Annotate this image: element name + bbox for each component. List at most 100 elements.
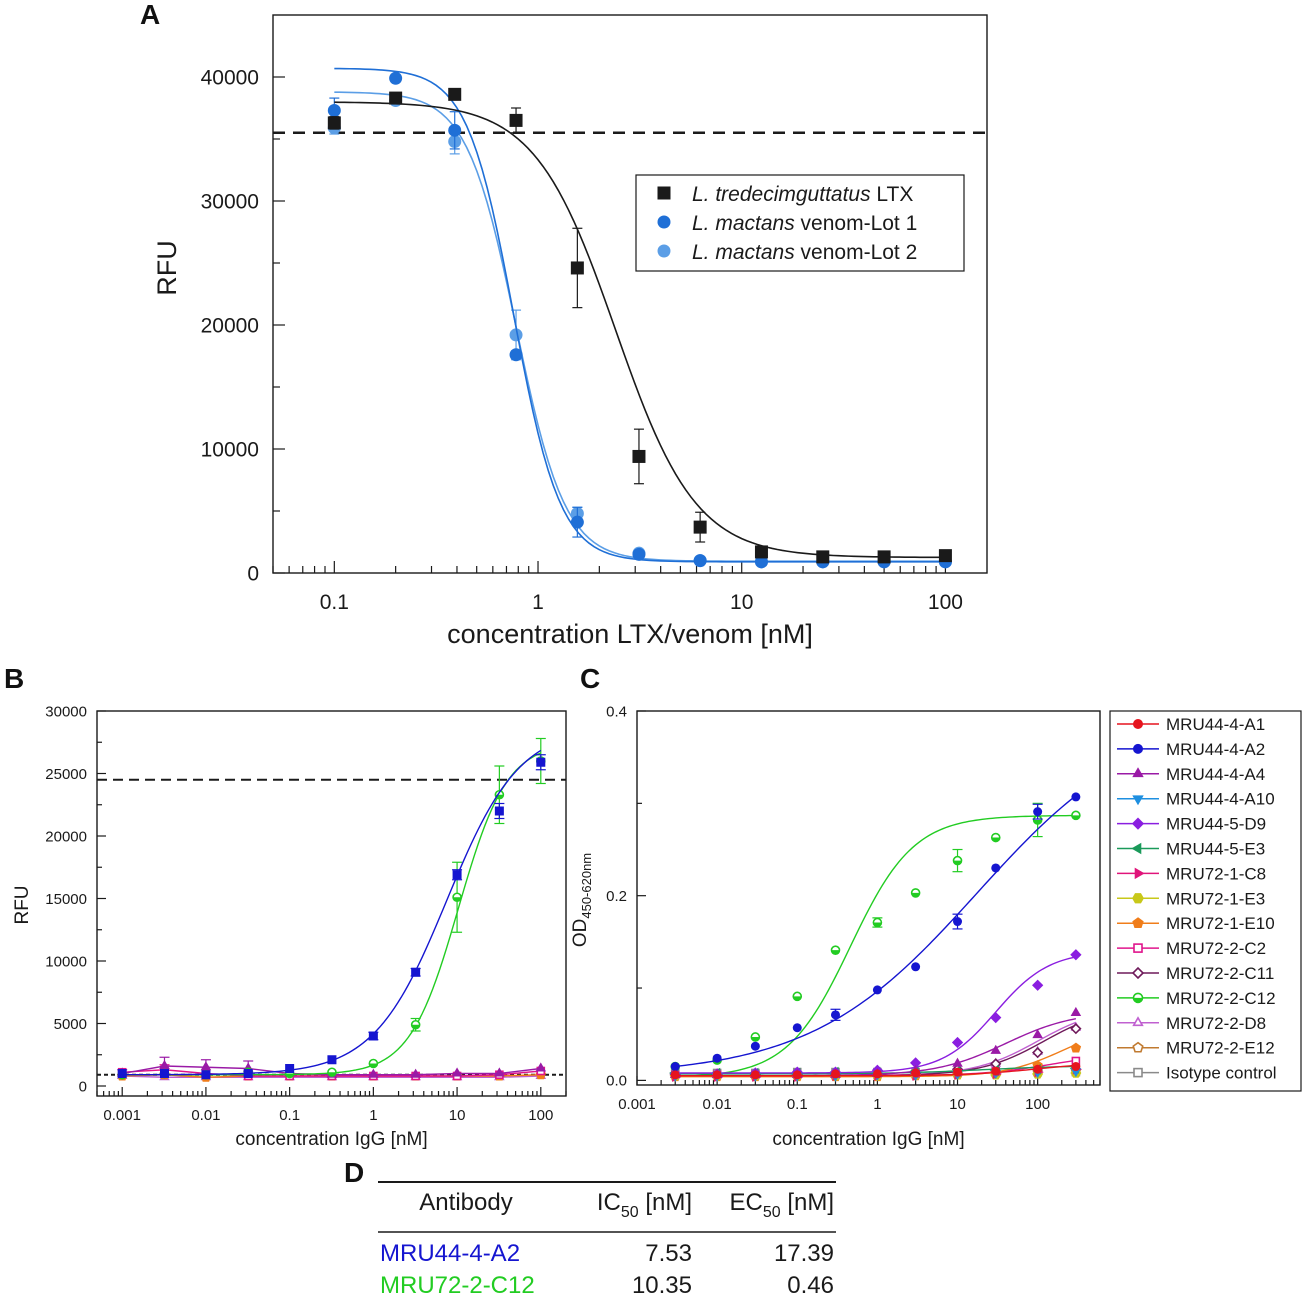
data-point-shape — [389, 71, 403, 85]
legend-marker-shape — [1133, 943, 1143, 953]
data-point — [670, 1070, 680, 1080]
x-tick-label: 100 — [528, 1107, 553, 1124]
fit-curve — [122, 749, 542, 1076]
data-point-shape — [536, 757, 546, 767]
legend-marker — [1132, 795, 1144, 806]
legend-marker — [657, 186, 671, 200]
legend-label: MRU72-1-C8 — [1166, 864, 1266, 883]
data-point — [911, 1068, 921, 1078]
data-point-fill — [411, 1024, 420, 1029]
data-point-shape — [953, 917, 963, 927]
data-point — [1071, 792, 1081, 802]
y-tick-label: 10000 — [45, 953, 87, 970]
data-point — [877, 550, 891, 564]
fit-curve — [334, 91, 946, 563]
data-point — [1032, 1029, 1043, 1039]
data-point — [872, 985, 882, 995]
data-point-shape — [159, 1069, 169, 1078]
legend-label: MRU72-2-C12 — [1166, 989, 1276, 1008]
data-point-shape — [632, 449, 646, 463]
x-tick-label: 0.1 — [787, 1096, 808, 1113]
legend-label: L. mactans venom-Lot 2 — [692, 241, 917, 264]
legend-label-rest: LTX — [871, 183, 914, 206]
data-point-fill — [369, 1063, 378, 1068]
data-point-shape — [410, 1068, 421, 1078]
legend-marker — [1133, 943, 1143, 953]
legend-label: MRU72-2-C11 — [1166, 964, 1274, 983]
data-point — [693, 520, 707, 534]
panel-b-chart: 0.001 0.01 0.1 1 10 100 0 5000 10000 15000 20000 25… — [12, 703, 567, 1150]
data-point-shape — [1070, 1006, 1082, 1017]
data-point — [285, 1064, 295, 1073]
series-mru44-4-a1 — [670, 1062, 1081, 1080]
legend-label: L. tredecimguttatus LTX — [692, 183, 913, 206]
data-point-shape — [951, 1036, 964, 1049]
legend-marker-shape — [1133, 719, 1143, 729]
fit-curve — [675, 814, 1076, 1078]
legend-marker-shape — [1132, 1016, 1144, 1027]
legend-marker-shape — [1133, 1067, 1143, 1078]
data-point-shape — [448, 87, 462, 101]
data-point — [243, 1069, 253, 1078]
data-point — [792, 1023, 802, 1033]
data-point — [1070, 949, 1082, 961]
data-point — [1070, 1006, 1082, 1017]
legend-marker — [1132, 1041, 1144, 1053]
data-point-shape — [200, 1061, 212, 1071]
data-point-shape — [911, 962, 921, 972]
table-row-2-ec50: 0.46 — [787, 1272, 834, 1299]
x-tick-label: 1 — [532, 591, 544, 614]
legend-label: MRU72-1-E10 — [1166, 914, 1275, 933]
series-l-tredecimguttatus-ltx — [327, 87, 952, 564]
data-point-fill — [751, 1036, 760, 1041]
y-tick-label: 0.4 — [606, 703, 627, 720]
data-point-shape — [1070, 1023, 1082, 1035]
data-point-shape — [754, 555, 768, 569]
data-point — [911, 962, 921, 972]
data-point — [509, 348, 523, 362]
data-point-shape — [1033, 807, 1043, 817]
data-point — [368, 1068, 379, 1078]
y-tick-label: 0 — [79, 1078, 87, 1095]
x-tick-label: 10 — [730, 591, 753, 614]
data-point-fill — [873, 922, 882, 927]
data-point — [754, 545, 768, 559]
data-point-shape — [117, 1069, 127, 1078]
data-point — [201, 1070, 211, 1080]
legend-label: MRU44-5-E3 — [1166, 840, 1265, 859]
table-row-2-ic50: 10.35 — [632, 1272, 692, 1299]
x-tick-label: 0.001 — [103, 1107, 141, 1124]
data-point — [448, 87, 462, 101]
data-point — [1070, 1042, 1082, 1053]
legend: L. tredecimguttatus LTX L. mactans venom-… — [635, 174, 965, 272]
data-point — [952, 1057, 963, 1067]
legend-marker — [657, 244, 671, 258]
data-point-shape — [451, 1067, 463, 1077]
data-point-shape — [991, 863, 1001, 873]
legend-marker-shape — [1133, 743, 1143, 754]
y-tick-label: 25000 — [45, 766, 87, 783]
data-point — [1070, 1023, 1082, 1035]
table-row-1-antibody: MRU44-4-A2 — [380, 1240, 520, 1267]
data-point — [159, 1069, 169, 1078]
data-point — [452, 892, 462, 903]
x-axis-label: concentration IgG [nM] — [772, 1129, 964, 1150]
data-point-fill — [453, 897, 462, 902]
data-point — [327, 1067, 337, 1078]
x-tick-label: 1 — [369, 1107, 377, 1124]
y-axis-label: RFU — [12, 885, 33, 924]
legend-marker-shape — [657, 186, 671, 200]
data-point-shape — [448, 123, 462, 137]
legend-marker-fill — [1133, 997, 1143, 1003]
data-point — [411, 967, 421, 977]
data-point — [535, 1062, 547, 1072]
data-point — [750, 1032, 761, 1042]
data-point-shape — [1070, 1042, 1082, 1053]
data-point-shape — [368, 1031, 378, 1041]
panel-label-b: B — [4, 663, 24, 694]
data-point-shape — [570, 515, 584, 529]
series-mru44-4-a2 — [117, 749, 546, 1080]
legend-marker — [1133, 1067, 1143, 1078]
plot-frame — [272, 14, 988, 574]
data-point — [632, 547, 646, 561]
